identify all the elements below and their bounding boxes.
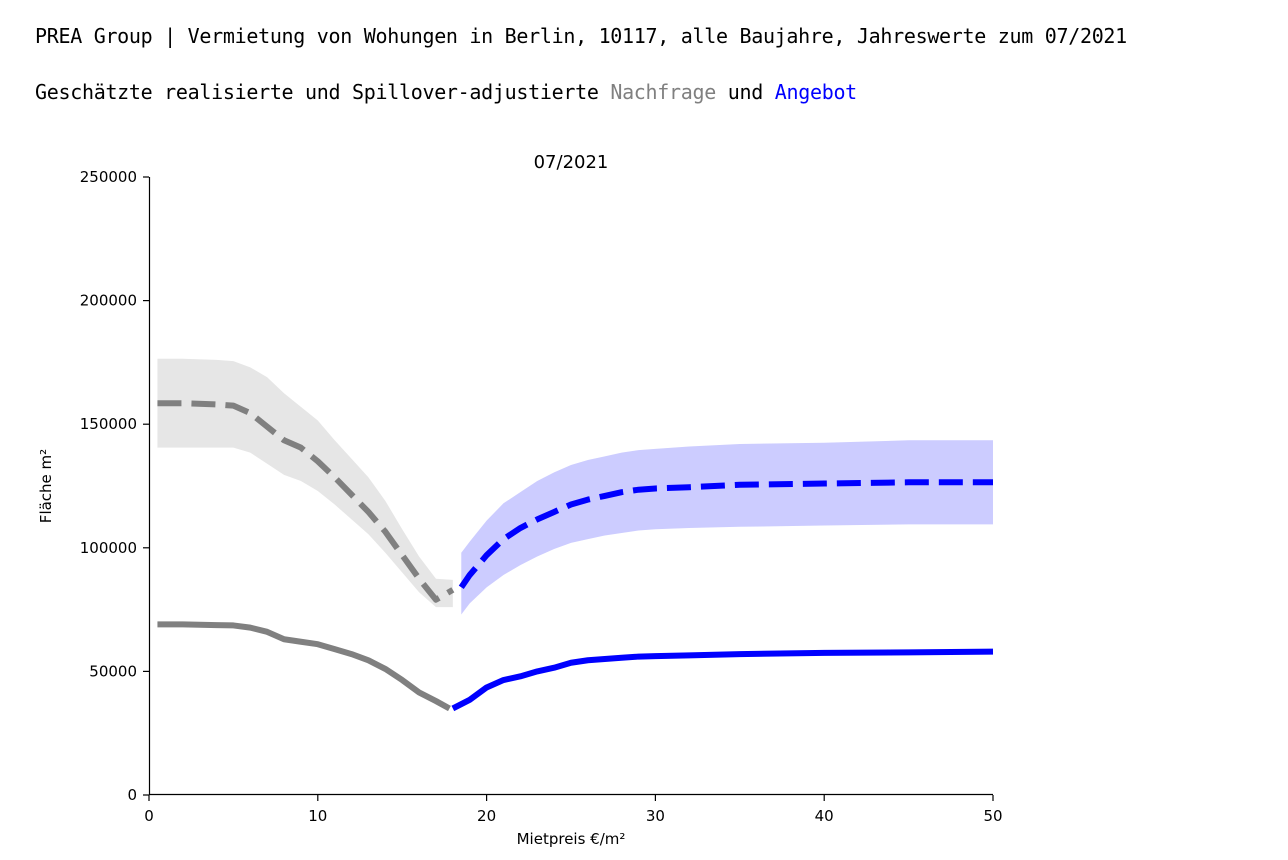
demand_realized-line	[157, 621, 451, 712]
legend-supply-label: Angebot	[774, 80, 857, 104]
axes	[148, 177, 993, 796]
page-subtitle: Geschätzte realisierte und Spillover-adj…	[35, 80, 857, 104]
x-tick-label: 0	[144, 807, 154, 825]
legend-demand-label: Nachfrage	[610, 80, 716, 104]
ticks: 0 10 20 30 40 50 0 50000 100000 150000 200000 25000…	[80, 168, 1003, 825]
demand_spillover-line	[157, 400, 455, 603]
series-lines	[157, 400, 994, 712]
confidence-bands	[157, 358, 993, 615]
supply_spillover-line	[458, 479, 993, 590]
y-tick-label: 100000	[80, 539, 137, 557]
x-tick-label: 10	[308, 807, 327, 825]
supply_realized-line	[451, 648, 994, 712]
y-tick-label: 0	[127, 786, 137, 804]
subtitle-prefix: Geschätzte realisierte und Spillover-adj…	[35, 80, 599, 104]
demand_spillover-band	[157, 358, 453, 608]
x-tick-label: 30	[646, 807, 665, 825]
y-tick-label: 250000	[80, 168, 137, 186]
x-tick-label: 40	[815, 807, 834, 825]
x-axis-label: Mietpreis €/m²	[517, 830, 626, 848]
page-title: PREA Group | Vermietung von Wohungen in …	[35, 24, 1127, 48]
y-axis-label: Fläche m²	[37, 449, 55, 523]
chart-title: 07/2021	[534, 152, 609, 173]
y-tick-label: 200000	[80, 292, 137, 310]
x-tick-label: 20	[477, 807, 496, 825]
y-tick-label: 150000	[80, 415, 137, 433]
y-tick-label: 50000	[89, 662, 137, 680]
supply_spillover-band	[461, 440, 993, 615]
subtitle-connector: und	[727, 80, 764, 104]
x-tick-label: 50	[983, 807, 1002, 825]
